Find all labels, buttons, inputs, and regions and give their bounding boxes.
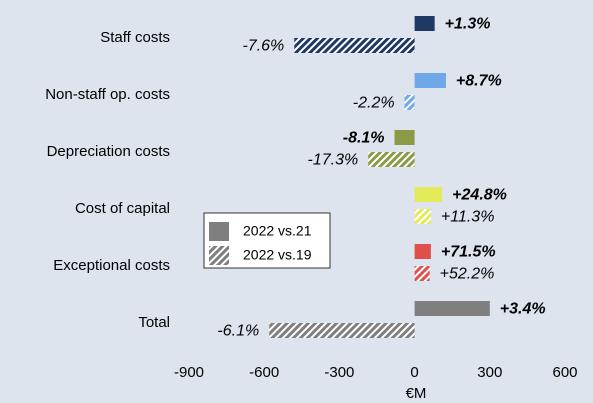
x-tick-label: -600 bbox=[249, 364, 279, 381]
bar bbox=[414, 266, 430, 281]
x-tick-label: 0 bbox=[410, 364, 418, 381]
y-tick-label: Non-staff op. costs bbox=[45, 86, 170, 103]
y-tick-label: Exceptional costs bbox=[53, 257, 170, 274]
y-tick-label: Depreciation costs bbox=[47, 143, 170, 160]
value-label: +8.7% bbox=[456, 73, 502, 90]
value-label: +71.5% bbox=[441, 244, 496, 261]
value-label: +3.4% bbox=[500, 301, 546, 318]
legend-swatch bbox=[209, 222, 229, 241]
bar bbox=[394, 130, 415, 145]
bar bbox=[414, 73, 446, 88]
legend-label: 2022 vs.19 bbox=[243, 247, 312, 263]
bar bbox=[414, 209, 431, 224]
value-label-secondary: +11.3% bbox=[441, 209, 495, 226]
x-tick-label: 300 bbox=[477, 364, 502, 381]
bar bbox=[404, 95, 415, 110]
bar bbox=[414, 301, 490, 316]
bar bbox=[414, 16, 435, 31]
value-label-secondary: -2.2% bbox=[353, 95, 395, 112]
x-tick-label: -900 bbox=[174, 364, 204, 381]
bar bbox=[294, 38, 415, 53]
y-tick-label: Cost of capital bbox=[75, 200, 170, 217]
legend-label: 2022 vs.21 bbox=[243, 223, 312, 239]
value-label: -8.1% bbox=[343, 130, 385, 147]
value-label: +1.3% bbox=[445, 16, 491, 33]
bar bbox=[414, 244, 431, 259]
bar bbox=[414, 187, 443, 202]
y-tick-label: Total bbox=[138, 314, 170, 331]
y-tick-label: Staff costs bbox=[100, 29, 170, 46]
legend-swatch bbox=[209, 246, 229, 265]
bar bbox=[269, 323, 415, 338]
value-label-secondary: +52.2% bbox=[440, 266, 495, 283]
x-tick-label: -300 bbox=[324, 364, 354, 381]
bar bbox=[368, 152, 415, 167]
value-label-secondary: -6.1% bbox=[217, 323, 259, 340]
x-axis-label: €M bbox=[406, 385, 427, 402]
x-tick-label: 600 bbox=[552, 364, 577, 381]
value-label: +24.8% bbox=[452, 187, 507, 204]
value-label-secondary: -7.6% bbox=[242, 38, 284, 55]
value-label-secondary: -17.3% bbox=[308, 152, 359, 169]
